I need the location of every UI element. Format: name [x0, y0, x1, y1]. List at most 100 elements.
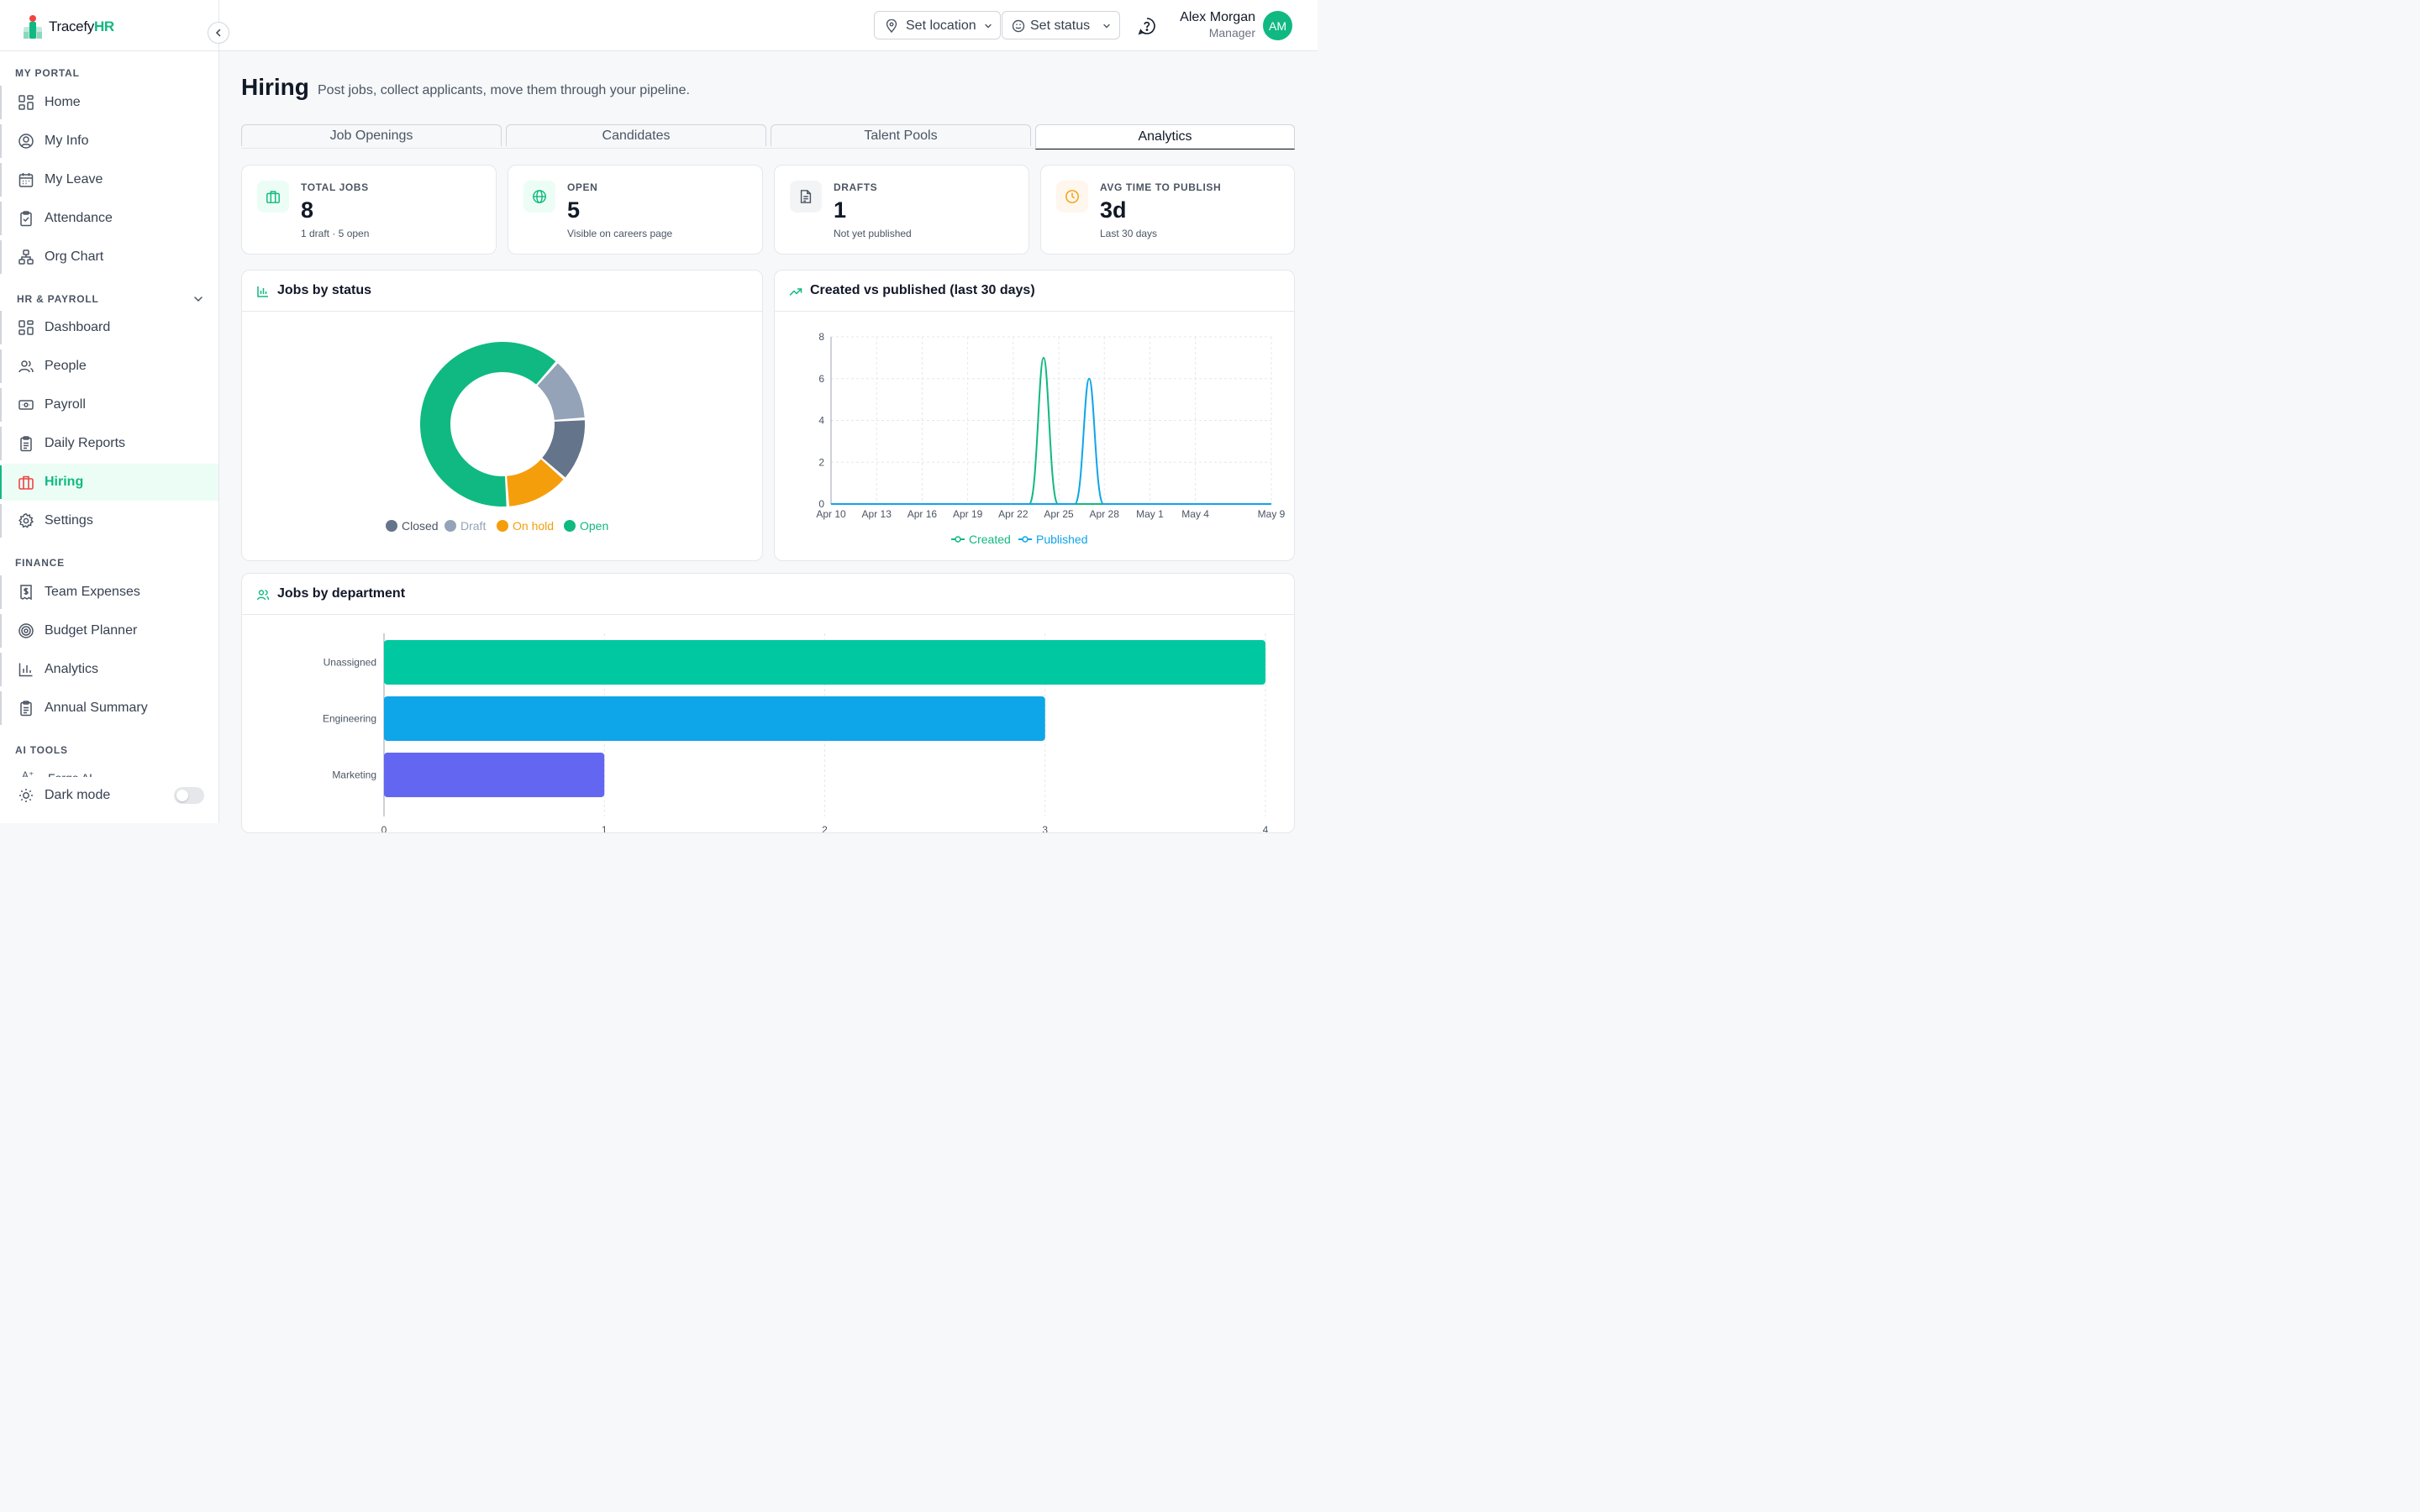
collapse-sidebar-button[interactable]: [208, 22, 229, 44]
set-status-label: Set status: [1030, 18, 1091, 33]
created-vs-published-card: Created vs published (last 30 days) 0 2 4 6…: [774, 270, 1295, 561]
sidebar-item-home[interactable]: Home: [0, 84, 218, 121]
sidebar-item-label: Home: [45, 95, 81, 109]
sidebar-item-people[interactable]: People: [0, 348, 218, 385]
legend-label: Published: [1036, 533, 1088, 546]
legend-label: Created: [969, 533, 1011, 546]
sidebar-item-my-leave[interactable]: My Leave: [0, 161, 218, 198]
globe-icon: [523, 181, 555, 213]
sidebar-item-label: Dashboard: [45, 320, 111, 334]
grid-icon: [18, 95, 34, 110]
stat-subtext: Last 30 days: [1100, 228, 1158, 239]
sidebar-item-attendance[interactable]: Attendance: [0, 200, 218, 237]
sidebar-item-analytics[interactable]: Analytics: [0, 651, 218, 688]
set-location-button[interactable]: Set location: [874, 11, 1001, 39]
page-title: Hiring: [241, 74, 309, 100]
stat-label: TOTAL JOBS: [301, 181, 369, 193]
sparkle-icon: A⁺: [22, 769, 34, 778]
clipboard-check-icon: [20, 211, 32, 227]
pie-slice-closed[interactable]: [542, 420, 585, 478]
sidebar-item-payroll[interactable]: Payroll: [0, 386, 218, 423]
stat-label: DRAFTS: [834, 181, 878, 193]
briefcase-icon: [257, 181, 289, 213]
stat-card-drafts: DRAFTS 1 Not yet published: [774, 165, 1029, 255]
tabs-divider: [241, 148, 1295, 149]
y-tick-label: Unassigned: [324, 657, 376, 669]
sidebar-item-label: Forge AI: [48, 771, 92, 778]
bar-chart-icon: [257, 286, 268, 297]
x-tick-label: Apr 22: [998, 508, 1028, 520]
x-tick-label: Apr 19: [953, 508, 983, 520]
tab-job-openings[interactable]: Job Openings: [241, 124, 502, 146]
sidebar-item-hiring[interactable]: Hiring: [0, 464, 218, 501]
tab-candidates[interactable]: Candidates: [506, 124, 766, 146]
x-tick-label: Apr 25: [1044, 508, 1074, 520]
series-line-published: [831, 377, 1271, 505]
sidebar-item-daily-reports[interactable]: Daily Reports: [0, 425, 218, 462]
help-icon[interactable]: [1138, 17, 1156, 35]
sidebar-item-forge-ai[interactable]: Forge AI A⁺: [3, 761, 218, 778]
sidebar-item-budget-planner[interactable]: Budget Planner: [0, 612, 218, 649]
dark-mode-toggle[interactable]: [174, 787, 204, 804]
stat-label: AVG TIME TO PUBLISH: [1100, 181, 1222, 193]
clock-icon: [1056, 181, 1088, 213]
clipboard-icon: [20, 436, 32, 452]
sidebar-item-settings[interactable]: Settings: [0, 502, 218, 539]
sidebar-item-my-info[interactable]: My Info: [0, 123, 218, 160]
y-tick-label: 8: [818, 331, 824, 343]
stat-subtext: 1 draft · 5 open: [301, 228, 370, 239]
sidebar-item-label: Analytics: [45, 662, 99, 676]
legend-label: Closed: [402, 519, 439, 533]
x-tick-label: 1: [602, 824, 608, 833]
set-status-button[interactable]: Set status: [1002, 11, 1120, 39]
legend-swatch: [564, 520, 576, 532]
legend-swatch: [497, 520, 508, 532]
card-header: Created vs published (last 30 days): [775, 270, 1294, 312]
x-tick-label: Apr 16: [908, 508, 938, 520]
bar-marketing[interactable]: [384, 753, 605, 797]
stat-subtext: Not yet published: [834, 228, 912, 239]
grid-icon: [18, 320, 34, 335]
sidebar-item-label: Team Expenses: [45, 585, 140, 599]
series-line-created: [831, 356, 1271, 505]
legend-swatch: [386, 520, 397, 532]
map-pin-icon: [886, 19, 897, 33]
x-tick-label: 3: [1042, 824, 1048, 833]
x-tick-label: Apr 28: [1090, 508, 1120, 520]
banknote-icon: [18, 400, 34, 410]
sun-icon: [19, 789, 33, 802]
sidebar-item-annual-summary[interactable]: Annual Summary: [0, 690, 218, 727]
section-title-hr-payroll: HR & PAYROLL: [17, 293, 99, 305]
avatar[interactable]: AM: [1263, 11, 1292, 40]
section-title-finance: FINANCE: [15, 557, 65, 569]
y-tick-label: Marketing: [332, 769, 376, 781]
org-chart-icon: [18, 249, 34, 265]
y-tick-label: 0: [818, 498, 824, 510]
card-header: Jobs by department: [242, 574, 1294, 615]
tab-analytics[interactable]: Analytics: [1035, 124, 1295, 150]
bar-chart-icon: [18, 663, 33, 677]
pie-slice-open[interactable]: [420, 342, 556, 507]
users-icon: [18, 360, 34, 373]
legend-marker: [1022, 536, 1028, 543]
legend-label: Open: [580, 519, 608, 533]
legend-label: Draft: [460, 519, 486, 533]
bar-engineering[interactable]: [384, 696, 1045, 741]
x-tick-label: Apr 10: [816, 508, 846, 520]
sidebar-item-dashboard[interactable]: Dashboard: [0, 309, 218, 346]
sidebar-item-org-chart[interactable]: Org Chart: [0, 239, 218, 276]
pie-slice-on-hold[interactable]: [507, 459, 564, 507]
x-tick-label: May 9: [1258, 508, 1286, 520]
card-title: Jobs by department: [277, 586, 406, 601]
sidebar-item-team-expenses[interactable]: Team Expenses: [0, 574, 218, 611]
pie-slice-draft[interactable]: [537, 363, 585, 420]
y-tick-label: 2: [818, 456, 824, 468]
x-tick-label: May 1: [1136, 508, 1164, 520]
chevron-down-icon[interactable]: [192, 293, 204, 305]
tab-talent-pools[interactable]: Talent Pools: [771, 124, 1031, 146]
legend-swatch: [445, 520, 456, 532]
user-role: Manager: [1208, 26, 1255, 39]
bar-unassigned[interactable]: [384, 640, 1265, 685]
dark-mode-row: Dark mode: [0, 777, 218, 823]
set-location-label: Set location: [906, 18, 976, 33]
